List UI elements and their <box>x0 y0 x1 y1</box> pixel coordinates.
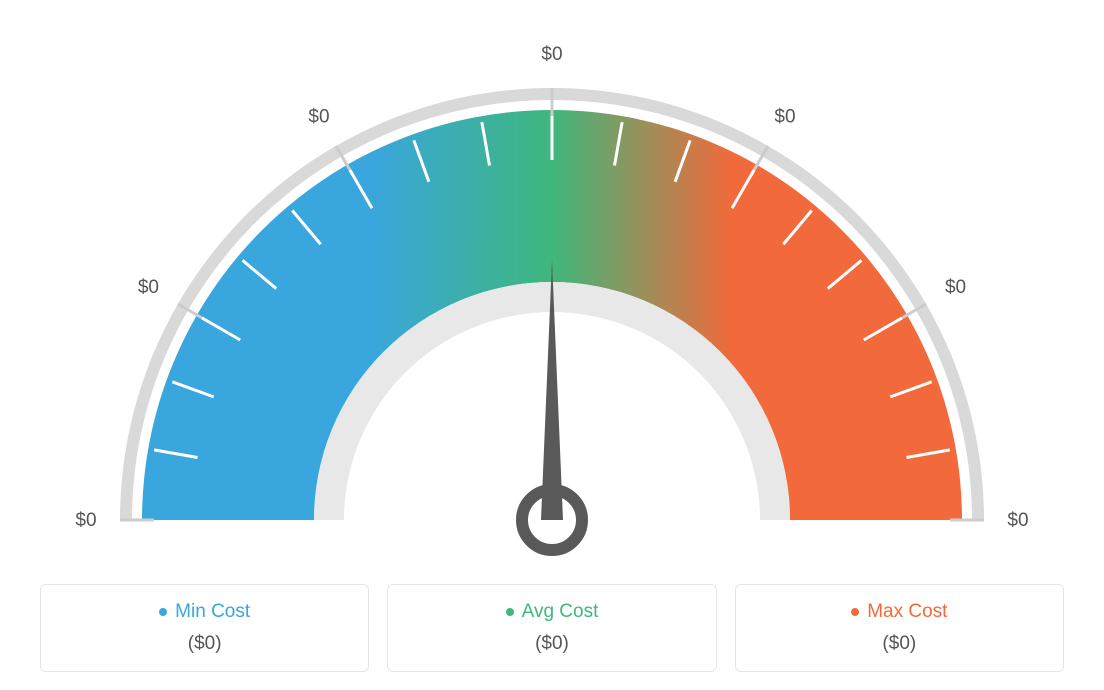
legend-card-min: Min Cost ($0) <box>40 584 369 672</box>
legend-value-min: ($0) <box>51 633 358 655</box>
legend-text-avg: Avg Cost <box>522 601 599 623</box>
legend-dot-avg <box>506 608 514 616</box>
legend-card-avg: Avg Cost ($0) <box>387 584 716 672</box>
gauge-container: $0 $0 $0 $0 $0 $0 $0 <box>0 0 1104 550</box>
legend-text-min: Min Cost <box>175 601 250 623</box>
legend-value-max: ($0) <box>746 633 1053 655</box>
legend-label-min: Min Cost <box>51 601 358 623</box>
legend-label-max: Max Cost <box>746 601 1053 623</box>
legend-card-max: Max Cost ($0) <box>735 584 1064 672</box>
gauge-chart: $0 $0 $0 $0 $0 $0 $0 <box>52 20 1052 560</box>
svg-text:$0: $0 <box>541 44 562 65</box>
svg-text:$0: $0 <box>308 106 329 127</box>
svg-text:$0: $0 <box>138 277 159 298</box>
legend-label-avg: Avg Cost <box>398 601 705 623</box>
legend-value-avg: ($0) <box>398 633 705 655</box>
legend-text-max: Max Cost <box>867 601 947 623</box>
legend-dot-max <box>851 608 859 616</box>
legend-row: Min Cost ($0) Avg Cost ($0) Max Cost ($0… <box>40 584 1064 672</box>
svg-text:$0: $0 <box>1007 510 1028 531</box>
svg-text:$0: $0 <box>945 277 966 298</box>
legend-dot-min <box>159 608 167 616</box>
svg-text:$0: $0 <box>774 106 795 127</box>
svg-text:$0: $0 <box>75 510 96 531</box>
